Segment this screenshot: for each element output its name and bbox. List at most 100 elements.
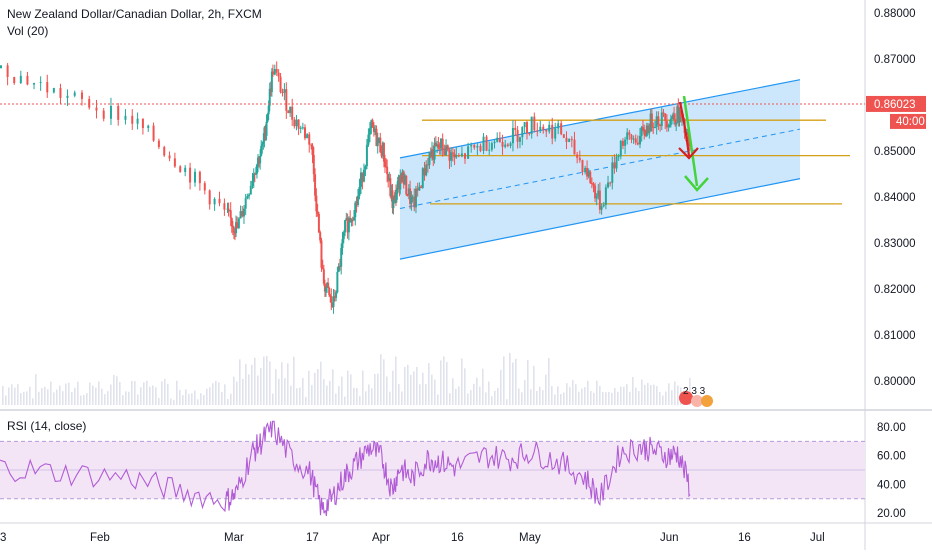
candle-body [557, 123, 560, 129]
volume-bar [299, 387, 301, 405]
candle-body [268, 88, 271, 106]
volume-bar [392, 370, 394, 405]
candle-body [626, 132, 629, 140]
candle-body [586, 167, 589, 177]
volume-bars [2, 352, 691, 405]
volume-bar [80, 395, 82, 405]
volume-bar [119, 382, 121, 405]
candle-body [251, 180, 254, 186]
volume-bar [59, 385, 61, 405]
candle-body [117, 105, 120, 120]
drawing-arrows[interactable] [678, 95, 709, 192]
price-tick-label: 0.88000 [874, 8, 916, 20]
channel-mid-line[interactable] [399, 128, 801, 209]
volume-indicator-label[interactable]: Vol (20) [7, 24, 49, 38]
volume-bar [497, 387, 499, 405]
horizontal-levels[interactable] [422, 119, 850, 205]
candle-body [131, 115, 134, 124]
volume-bar [503, 356, 505, 405]
candle-body [636, 142, 639, 145]
regression-channel[interactable] [399, 79, 801, 260]
candle-body [407, 188, 410, 195]
candle-body [52, 87, 55, 93]
volume-bar [479, 386, 481, 405]
candle-body [659, 124, 662, 127]
candle-body [249, 185, 252, 195]
candle-body [598, 190, 601, 210]
volume-bar [50, 381, 52, 405]
volume-bar [236, 381, 238, 405]
candle-body [434, 142, 437, 147]
volume-bar [473, 383, 475, 405]
time-axis[interactable]: 3 Feb Mar 17 Apr 16 May Jun 16 Jul [0, 532, 825, 544]
candle-body [173, 158, 176, 167]
candle-body [672, 114, 675, 118]
green-arrow-head[interactable] [684, 175, 709, 192]
candle-body [643, 129, 646, 135]
candle-body [265, 121, 268, 136]
volume-bar [221, 391, 223, 405]
channel-upper-line[interactable] [399, 79, 801, 159]
candle-body [335, 292, 338, 298]
candle-body [446, 145, 449, 150]
volume-bar [176, 380, 178, 405]
channel-fill[interactable] [400, 79, 800, 260]
candle-body [413, 196, 416, 208]
candle-body [644, 134, 647, 136]
red-arrow-shaft[interactable] [678, 101, 691, 157]
candlesticks[interactable] [0, 61, 692, 314]
price-axis[interactable]: 0.880000.870000.860000.850000.840000.830… [866, 8, 926, 388]
volume-bar [281, 362, 283, 405]
volume-bar [611, 392, 613, 405]
volume-bar [629, 391, 631, 405]
volume-bar [38, 391, 40, 405]
volume-bar [284, 378, 286, 405]
candle-body [482, 136, 485, 151]
candle-body [328, 287, 331, 295]
rsi-indicator-label[interactable]: RSI (14, close) [7, 419, 87, 433]
volume-bar [425, 384, 427, 405]
candle-body [521, 127, 524, 138]
candle-body [667, 125, 670, 128]
volume-bar [287, 363, 289, 405]
candle-body [375, 128, 378, 147]
candle-body [675, 122, 678, 125]
channel-lower-line[interactable] [399, 178, 801, 260]
rsi-axis[interactable]: 80.00 60.00 40.00 20.00 [877, 422, 906, 520]
candle-body [331, 302, 334, 307]
candle-body [660, 112, 663, 127]
red-arrow-head[interactable] [678, 147, 699, 160]
event-flag-icon[interactable] [679, 391, 693, 405]
price-tick-label: 0.85000 [874, 146, 916, 158]
volume-bar [500, 369, 502, 405]
candle-body [485, 136, 488, 151]
event-flag-icon[interactable] [691, 395, 703, 407]
volume-bar [209, 387, 211, 405]
candle-body [570, 138, 573, 140]
event-flag-icon[interactable] [701, 395, 713, 407]
candle-body [565, 137, 568, 142]
volume-bar [137, 394, 139, 405]
candle-body [203, 183, 206, 191]
volume-bar [344, 396, 346, 405]
candle-body [438, 147, 441, 149]
volume-bar [605, 392, 607, 405]
volume-bar [104, 394, 106, 405]
last-price-badge [866, 95, 926, 112]
candle-body [266, 114, 269, 122]
rsi-tick-label: 20.00 [877, 508, 906, 520]
volume-bar [62, 391, 64, 405]
candle-body [393, 195, 396, 201]
green-arrow-shaft[interactable] [682, 95, 699, 187]
volume-bar [659, 392, 661, 405]
event-badge[interactable]: 2 3 3 [679, 386, 713, 407]
candle-body [509, 143, 512, 146]
volume-bar [464, 368, 466, 405]
candle-body [239, 211, 242, 219]
candle-body [554, 128, 557, 139]
candle-body [329, 294, 332, 297]
volume-bar [554, 394, 556, 405]
candle-body [548, 124, 551, 132]
